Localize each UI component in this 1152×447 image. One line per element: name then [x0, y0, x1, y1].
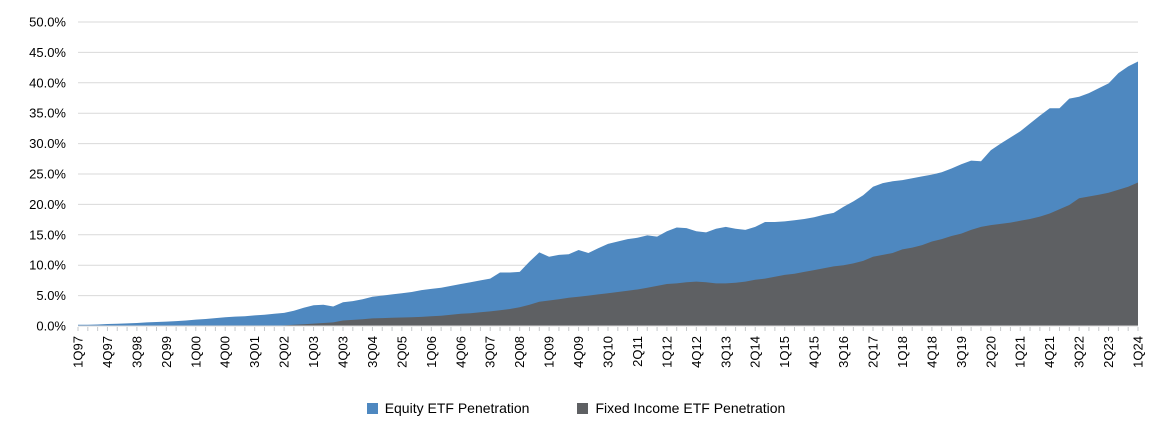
- y-tick-label: 0.0%: [36, 319, 66, 334]
- y-tick-label: 45.0%: [29, 45, 66, 60]
- x-tick-label: 4Q00: [218, 336, 233, 368]
- y-gridlines: [78, 21, 1138, 327]
- x-tick-label: 2Q20: [983, 336, 998, 368]
- x-tick-label: 2Q05: [394, 336, 409, 368]
- y-axis-labels: 0.0% 5.0% 10.0% 15.0% 20.0% 25.0% 30.0% 35.0% 40…: [29, 15, 66, 334]
- x-tick-label: 2Q08: [512, 336, 527, 368]
- x-tick-label: 3Q16: [836, 336, 851, 368]
- x-tick-label: 1Q03: [306, 336, 321, 368]
- x-tick-label: 4Q09: [571, 336, 586, 368]
- y-tick-label: 15.0%: [29, 227, 66, 242]
- x-tick-label: 2Q14: [748, 336, 763, 368]
- legend-item-equity: Equity ETF Penetration: [366, 400, 530, 416]
- x-tick-label: 3Q98: [129, 336, 144, 368]
- legend-item-fixed-income: Fixed Income ETF Penetration: [577, 400, 785, 416]
- x-tick-label: 1Q06: [424, 336, 439, 368]
- x-axis-labels: 1Q97 4Q97 3Q98 2Q99 1Q00 4Q00 3Q01 2Q02 1Q03 4Q03…: [71, 336, 1146, 368]
- x-tick-label: 3Q19: [954, 336, 969, 368]
- equity-legend-swatch-icon: [366, 402, 378, 414]
- x-tick-label: 4Q06: [453, 336, 468, 368]
- x-tick-label: 2Q11: [630, 336, 645, 367]
- y-tick-label: 20.0%: [29, 197, 66, 212]
- x-tick-label: 1Q00: [188, 336, 203, 368]
- x-tick-label: 1Q97: [71, 336, 86, 368]
- x-tick-label: 1Q18: [895, 336, 910, 368]
- equity-legend-label: Equity ETF Penetration: [384, 400, 530, 416]
- x-tick-label: 3Q04: [365, 336, 380, 368]
- chart-legend: Equity ETF Penetration Fixed Income ETF …: [0, 400, 1152, 416]
- y-tick-label: 10.0%: [29, 258, 66, 273]
- x-tick-label: 4Q03: [336, 336, 351, 368]
- x-tick-label: 3Q07: [483, 336, 498, 368]
- y-tick-label: 35.0%: [29, 106, 66, 121]
- x-tick-label: 1Q21: [1013, 336, 1028, 368]
- x-tick-label: 1Q09: [542, 336, 557, 368]
- y-tick-label: 50.0%: [29, 15, 66, 30]
- y-tick-label: 5.0%: [36, 288, 66, 303]
- x-tick-label: 1Q15: [777, 336, 792, 368]
- area-chart-canvas: 0.0% 5.0% 10.0% 15.0% 20.0% 25.0% 30.0% 35.0% 40…: [29, 15, 1146, 368]
- y-tick-label: 40.0%: [29, 75, 66, 90]
- fixed-income-legend-swatch-icon: [577, 402, 589, 414]
- x-tick-label: 3Q01: [247, 336, 262, 368]
- x-tick-label: 4Q18: [924, 336, 939, 368]
- x-tick-label: 1Q24: [1131, 336, 1146, 368]
- x-tick-label: 4Q12: [689, 336, 704, 368]
- area-series-group: [78, 61, 1138, 326]
- x-tick-label: 2Q17: [866, 336, 881, 368]
- x-tick-label: 4Q97: [100, 336, 115, 368]
- x-tick-label: 2Q99: [159, 336, 174, 368]
- x-tick-label: 3Q10: [601, 336, 616, 368]
- fixed-income-area-series: [78, 182, 1138, 326]
- etf-penetration-chart: 0.0% 5.0% 10.0% 15.0% 20.0% 25.0% 30.0% 35.0% 40…: [29, 15, 1146, 368]
- x-axis: [77, 325, 1139, 331]
- x-tick-label: 1Q12: [659, 336, 674, 368]
- x-tick-label: 4Q15: [807, 336, 822, 368]
- y-tick-label: 25.0%: [29, 167, 66, 182]
- x-tick-label: 3Q13: [718, 336, 733, 368]
- fixed-income-legend-label: Fixed Income ETF Penetration: [595, 400, 786, 416]
- y-tick-label: 30.0%: [29, 136, 66, 151]
- x-tick-label: 4Q21: [1042, 336, 1057, 368]
- x-tick-label: 3Q22: [1072, 336, 1087, 368]
- x-tick-label: 2Q23: [1101, 336, 1116, 368]
- x-tick-label: 2Q02: [277, 336, 292, 368]
